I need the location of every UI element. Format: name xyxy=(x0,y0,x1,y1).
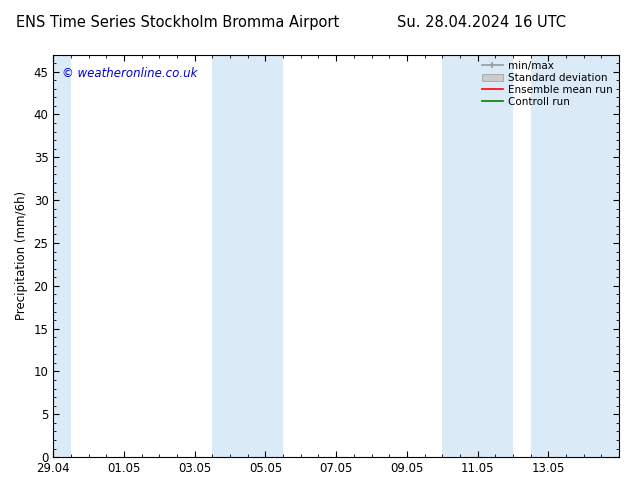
Bar xyxy=(36,54,71,457)
Bar xyxy=(531,54,634,457)
Title: ENS Time Series Stockholm Bromma Airport     Su. 28.04.2024 16 UTC: ENS Time Series Stockholm Bromma Airport… xyxy=(0,489,1,490)
Text: © weatheronline.co.uk: © weatheronline.co.uk xyxy=(61,67,197,79)
Legend: min/max, Standard deviation, Ensemble mean run, Controll run: min/max, Standard deviation, Ensemble me… xyxy=(479,58,616,110)
Text: ENS Time Series Stockholm Bromma Airport: ENS Time Series Stockholm Bromma Airport xyxy=(16,15,339,30)
Y-axis label: Precipitation (mm/6h): Precipitation (mm/6h) xyxy=(15,191,28,320)
Bar xyxy=(443,54,513,457)
Bar xyxy=(212,54,283,457)
Text: Su. 28.04.2024 16 UTC: Su. 28.04.2024 16 UTC xyxy=(398,15,566,30)
